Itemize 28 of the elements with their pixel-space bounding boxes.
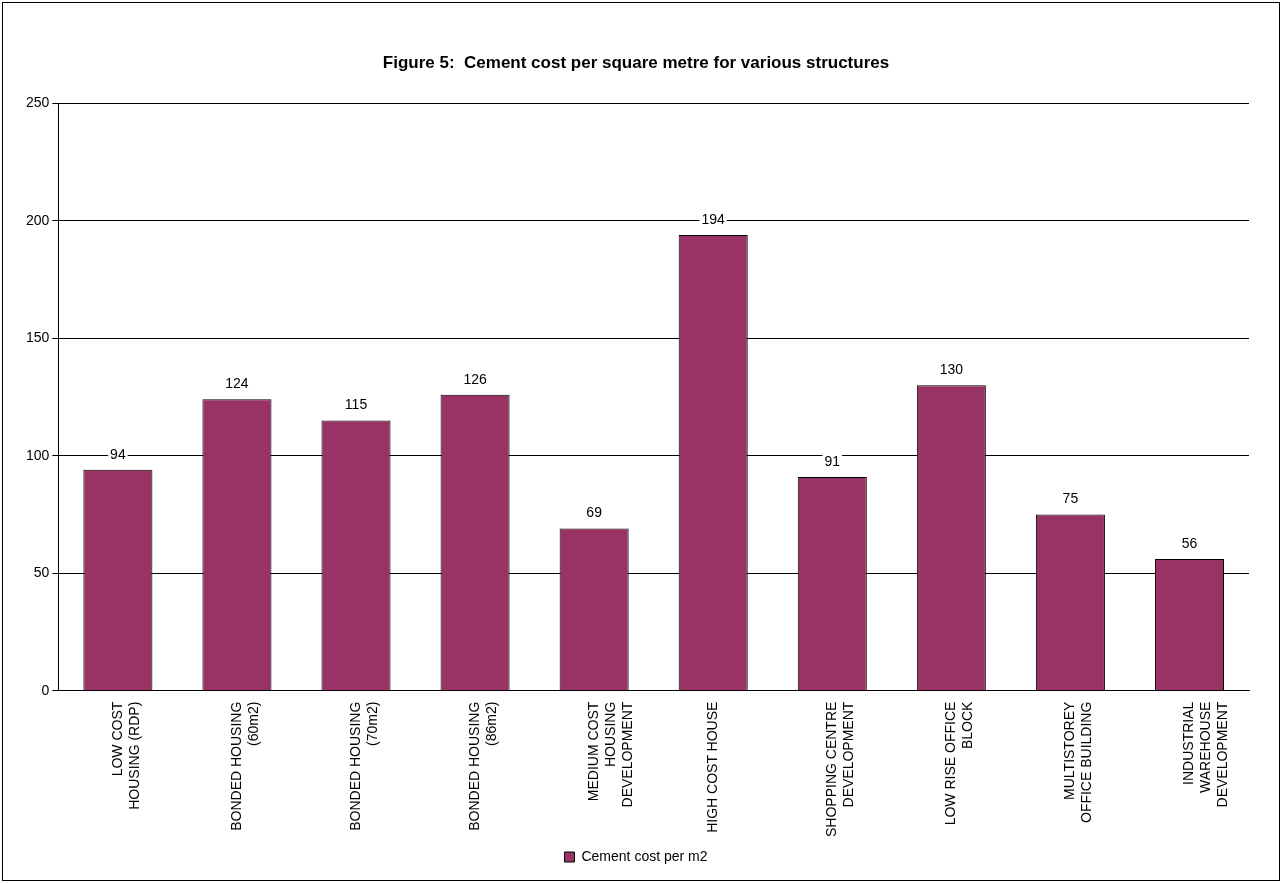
data-label: 56: [1181, 534, 1198, 551]
data-label: 194: [701, 210, 726, 227]
y-tick-label: 200: [26, 211, 50, 228]
data-label: 94: [110, 445, 126, 462]
chart-title: Figure 5: Cement cost per square metre for various structures: [382, 52, 890, 72]
x-tick-label: MULTISTOREY OFFICE BUILDING: [1061, 700, 1095, 824]
data-label: 124: [225, 375, 249, 392]
x-tick-label: SHOPPING CENTRE DEVELOPMENT: [823, 701, 856, 838]
data-label: 69: [586, 504, 603, 521]
y-tick-label: 0: [41, 681, 50, 698]
legend-label: Cement cost per m2: [581, 847, 708, 864]
x-tick-label: LOW RISE OFFICE BLOCK: [942, 700, 975, 826]
x-tick-label: BONDED HOUSING (70m2): [346, 701, 380, 831]
data-label: 91: [824, 452, 841, 469]
y-tick-label: 50: [33, 564, 50, 581]
data-label: 115: [344, 396, 368, 413]
data-label: 126: [463, 370, 487, 387]
x-tick-label: BONDED HOUSING (86m2): [465, 701, 499, 831]
data-label: 75: [1062, 490, 1079, 507]
x-tick-label: BONDED HOUSING (60m2): [227, 701, 261, 831]
y-tick-label: 150: [26, 329, 50, 346]
y-tick-label: 250: [26, 94, 50, 111]
x-tick-label: MEDIUM COST HOUSING DEVELOPMENT: [585, 701, 635, 808]
x-tick-label: INDUSTRIAL WAREHOUSE DEVELOPMENT: [1180, 701, 1230, 808]
data-label: 130: [939, 361, 964, 378]
x-tick-label: LOW COST HOUSING (RDP): [108, 701, 142, 810]
y-tick-label: 100: [26, 446, 50, 463]
x-tick-label: HIGH COST HOUSE: [704, 701, 721, 833]
